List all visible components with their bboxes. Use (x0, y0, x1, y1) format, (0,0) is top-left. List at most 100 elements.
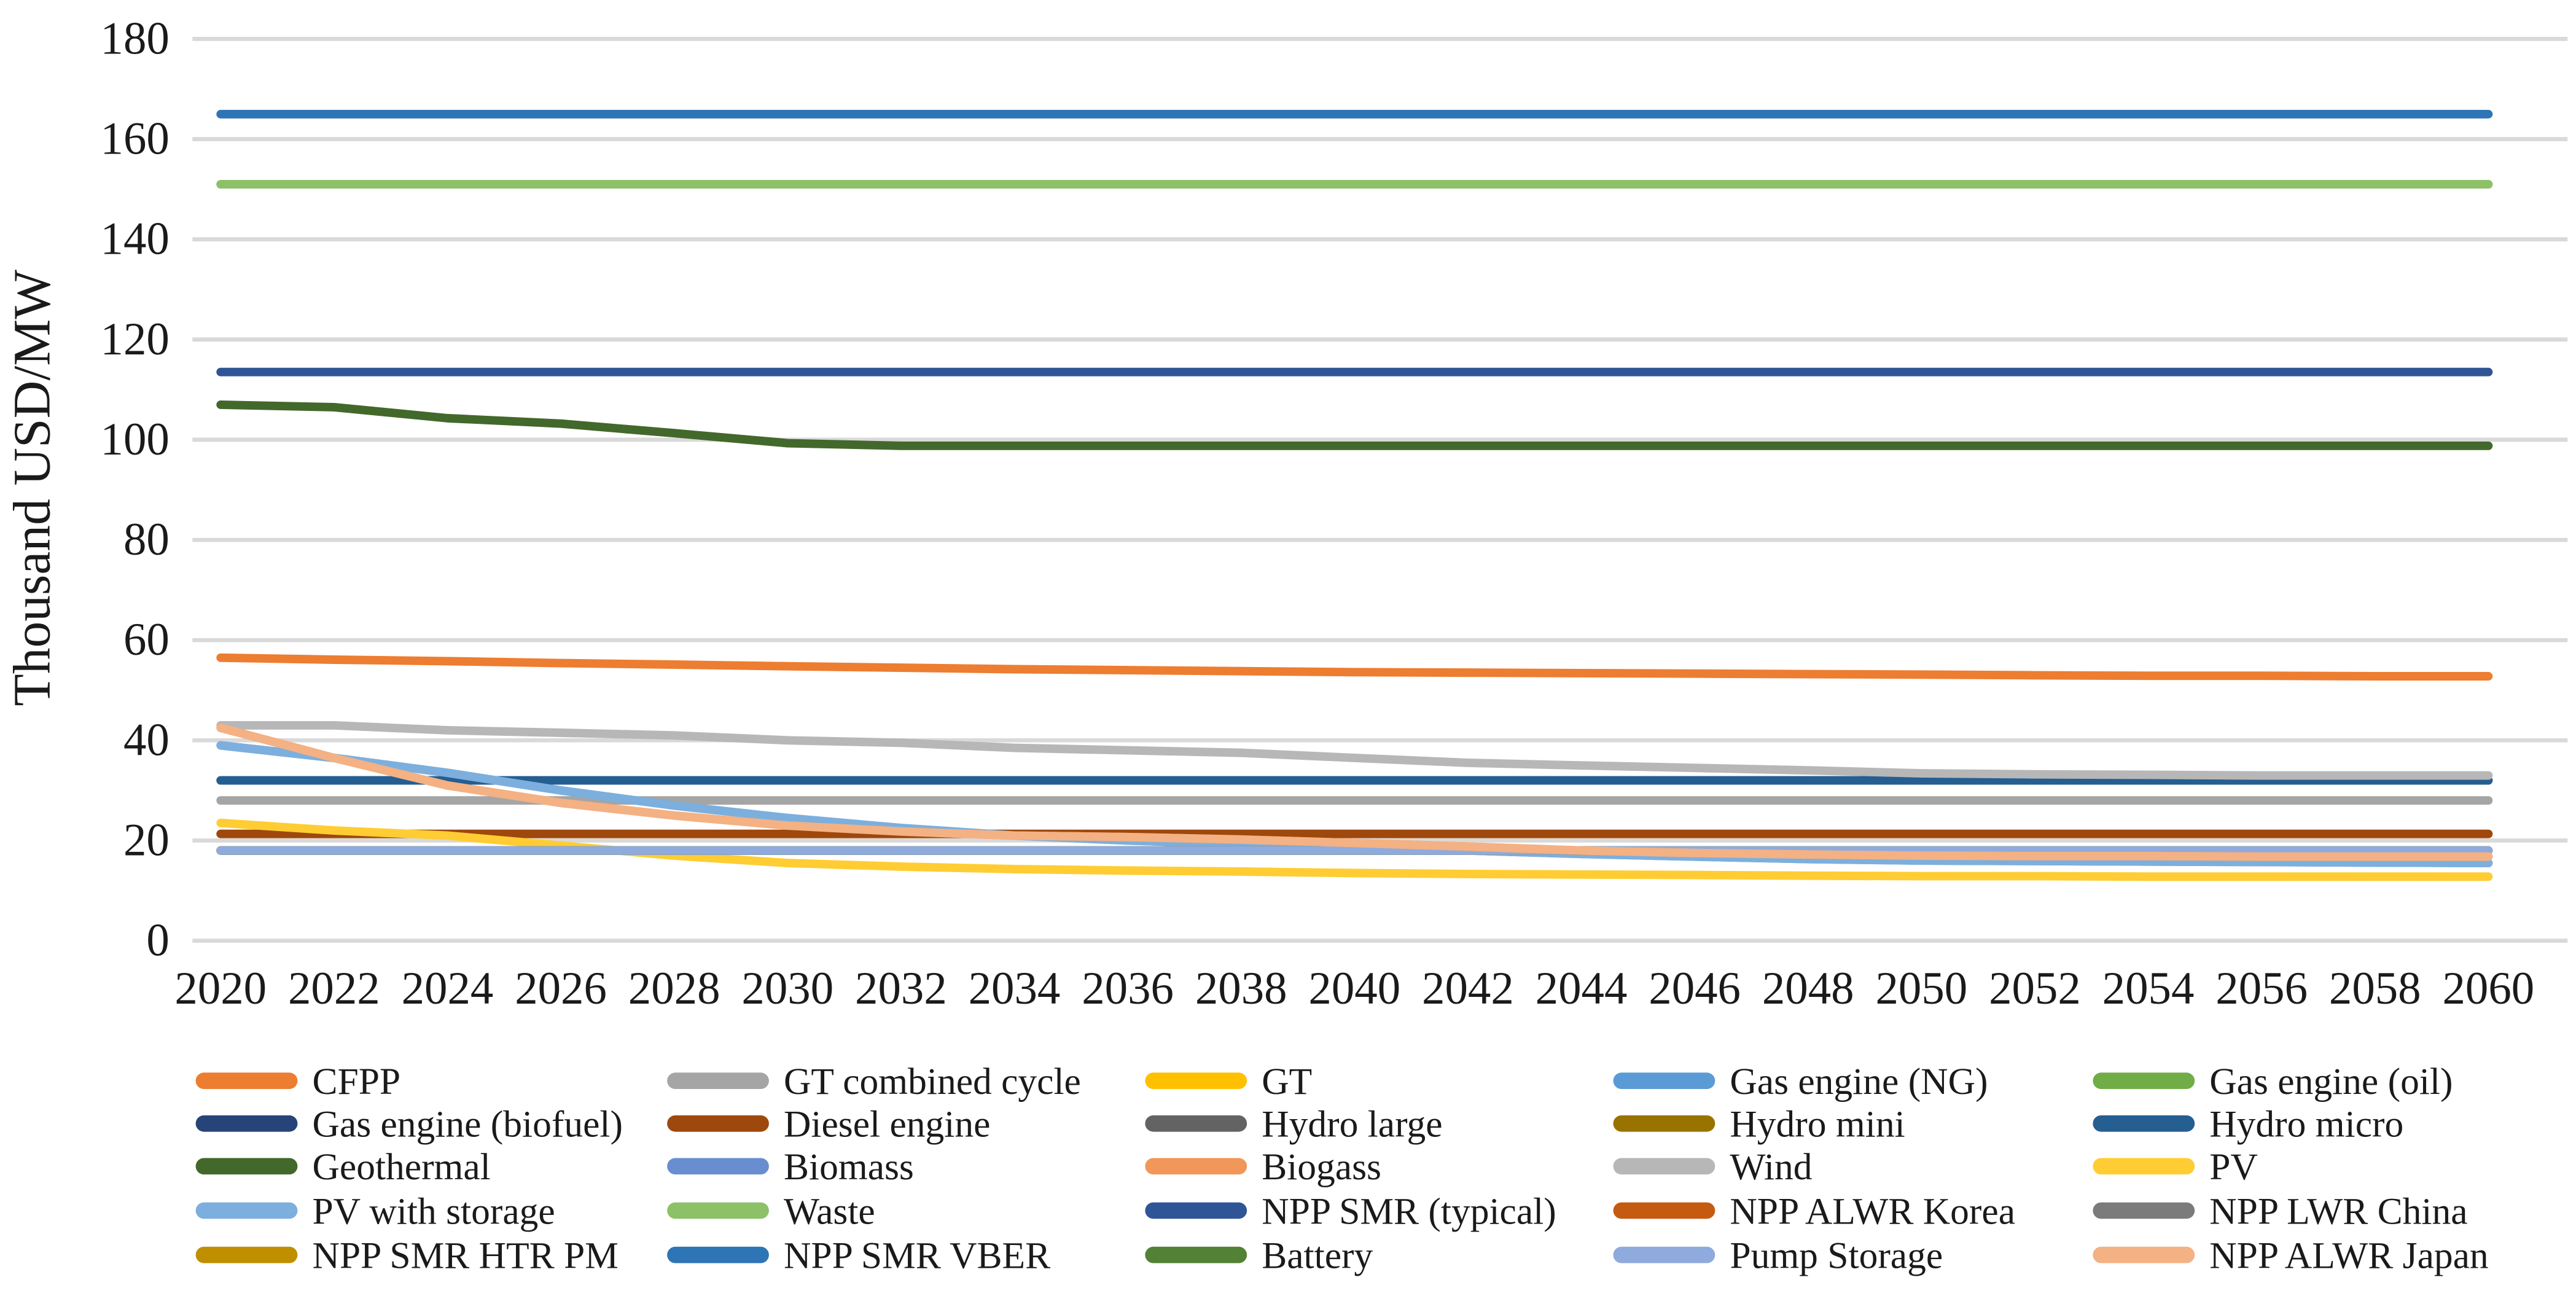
legend-label-gas-engine-biofuel: Gas engine (biofuel) (312, 1104, 622, 1146)
legend-swatch-gas-engine-oil (2093, 1072, 2195, 1090)
legend-item-pv-with-storage: PV with storage (195, 1190, 555, 1232)
legend-swatch-pv-with-storage (195, 1202, 298, 1219)
y-tick-label-0: 0 (146, 915, 169, 966)
y-tick-label-140: 140 (101, 214, 170, 265)
x-tick-label-2046: 2046 (1649, 963, 1741, 1014)
x-tick-label-2020: 2020 (174, 963, 267, 1014)
legend-label-hydro-micro: Hydro micro (2209, 1104, 2403, 1146)
legend-label-npp-alwr-korea: NPP ALWR Korea (1730, 1190, 2015, 1232)
legend-label-hydro-large: Hydro large (1262, 1104, 1442, 1146)
legend-swatch-npp-lwr-china (2093, 1202, 2195, 1219)
legend-swatch-gas-engine-biofuel (195, 1115, 298, 1132)
legend-label-pv-with-storage: PV with storage (312, 1190, 555, 1232)
x-tick-label-2030: 2030 (741, 963, 833, 1014)
series-line-npp-alwr-japan (216, 724, 2493, 861)
legend-swatch-biogass (1145, 1158, 1247, 1175)
x-tick-label-2052: 2052 (1989, 963, 2081, 1014)
legend-label-npp-alwr-japan: NPP ALWR Japan (2209, 1235, 2488, 1277)
legend-item-hydro-large: Hydro large (1145, 1104, 1443, 1146)
series-line-wind (216, 721, 2493, 780)
legend-item-battery: Battery (1145, 1235, 1373, 1277)
x-tick-label-2028: 2028 (628, 963, 720, 1014)
legend-swatch-wind (1613, 1158, 1715, 1175)
legend-swatch-npp-smr-typical (1145, 1202, 1247, 1219)
legend-item-npp-lwr-china: NPP LWR China (2093, 1190, 2468, 1232)
y-tick-label-100: 100 (101, 414, 170, 465)
series-line-geothermal (216, 400, 2493, 450)
legend-swatch-hydro-large (1145, 1115, 1247, 1132)
legend-item-npp-smr-typical: NPP SMR (typical) (1145, 1190, 1556, 1232)
legend-label-pv: PV (2209, 1146, 2258, 1188)
legend-label-battery: Battery (1262, 1235, 1373, 1277)
x-tick-label-2056: 2056 (2215, 963, 2308, 1014)
legend-swatch-hydro-mini (1613, 1115, 1715, 1132)
x-tick-label-2026: 2026 (515, 963, 607, 1014)
legend-swatch-waste (667, 1202, 769, 1219)
x-tick-label-2034: 2034 (969, 963, 1061, 1014)
legend-label-diesel-engine: Diesel engine (784, 1104, 990, 1146)
legend-label-gt-combined-cycle: GT combined cycle (784, 1061, 1081, 1103)
x-axis-tick-labels: 2020 2022 2024 2026 2028 2030 2032 2034 2036 2038… (174, 963, 2534, 1014)
legend: CFPP GT combined cycle GT Gas engine (NG) Ga… (195, 1061, 2489, 1277)
legend-swatch-npp-alwr-korea (1613, 1202, 1715, 1219)
legend-swatch-biomass (667, 1158, 769, 1175)
legend-item-npp-alwr-korea: NPP ALWR Korea (1613, 1190, 2015, 1232)
legend-label-biogass: Biogass (1262, 1146, 1381, 1188)
legend-item-gt-combined-cycle: GT combined cycle (667, 1061, 1081, 1103)
y-axis-title: Thousand USD/MW (3, 270, 61, 706)
legend-item-gas-engine-biofuel: Gas engine (biofuel) (195, 1104, 623, 1146)
legend-swatch-npp-smr-htr-pm (195, 1246, 298, 1263)
x-tick-label-2038: 2038 (1195, 963, 1287, 1014)
legend-label-biomass: Biomass (784, 1146, 914, 1188)
y-tick-label-60: 60 (123, 614, 170, 665)
y-tick-label-80: 80 (123, 514, 170, 565)
legend-item-hydro-mini: Hydro mini (1613, 1104, 1905, 1146)
legend-label-geothermal: Geothermal (312, 1146, 490, 1188)
legend-swatch-battery (1145, 1246, 1247, 1263)
legend-label-gas-engine-ng: Gas engine (NG) (1730, 1061, 1988, 1103)
legend-item-npp-smr-vber: NPP SMR VBER (667, 1235, 1050, 1277)
legend-item-diesel-engine: Diesel engine (667, 1104, 990, 1146)
legend-item-hydro-micro: Hydro micro (2093, 1104, 2403, 1146)
x-tick-label-2042: 2042 (1422, 963, 1514, 1014)
legend-swatch-pv (2093, 1158, 2195, 1175)
x-tick-label-2060: 2060 (2442, 963, 2534, 1014)
legend-item-biomass: Biomass (667, 1146, 914, 1188)
gridlines (192, 37, 2568, 943)
legend-swatch-pump-storage (1613, 1246, 1715, 1263)
legend-swatch-geothermal (195, 1158, 298, 1175)
x-tick-label-2050: 2050 (1875, 963, 1967, 1014)
legend-swatch-gt (1145, 1072, 1247, 1090)
legend-swatch-gt-combined-cycle (667, 1072, 769, 1090)
x-tick-label-2058: 2058 (2329, 963, 2421, 1014)
legend-item-npp-smr-htr-pm: NPP SMR HTR PM (195, 1235, 619, 1277)
legend-swatch-gas-engine-ng (1613, 1072, 1715, 1090)
x-tick-label-2022: 2022 (288, 963, 380, 1014)
legend-label-gt: GT (1262, 1061, 1312, 1103)
legend-label-npp-smr-vber: NPP SMR VBER (784, 1235, 1050, 1277)
y-tick-label-120: 120 (101, 314, 170, 365)
legend-swatch-diesel-engine (667, 1115, 769, 1132)
x-tick-label-2024: 2024 (402, 963, 494, 1014)
x-tick-label-2036: 2036 (1082, 963, 1174, 1014)
y-tick-label-40: 40 (123, 714, 170, 765)
series-lines (216, 109, 2493, 881)
legend-label-npp-smr-typical: NPP SMR (typical) (1262, 1190, 1556, 1232)
legend-swatch-hydro-micro (2093, 1115, 2195, 1132)
x-tick-label-2040: 2040 (1308, 963, 1400, 1014)
legend-item-gt: GT (1145, 1061, 1312, 1103)
x-tick-label-2044: 2044 (1536, 963, 1628, 1014)
legend-item-wind: Wind (1613, 1146, 1813, 1188)
legend-label-wind: Wind (1730, 1146, 1812, 1188)
legend-label-cfpp: CFPP (312, 1061, 400, 1103)
legend-label-waste: Waste (784, 1190, 875, 1232)
legend-label-npp-lwr-china: NPP LWR China (2209, 1190, 2467, 1232)
legend-label-pump-storage: Pump Storage (1730, 1235, 1943, 1277)
x-tick-label-2032: 2032 (855, 963, 947, 1014)
legend-item-npp-alwr-japan: NPP ALWR Japan (2093, 1235, 2489, 1277)
y-axis-tick-labels: 0 20 40 60 80 100 120 140 160 180 (101, 13, 170, 966)
y-tick-label-20: 20 (123, 814, 170, 865)
legend-swatch-cfpp (195, 1072, 298, 1090)
